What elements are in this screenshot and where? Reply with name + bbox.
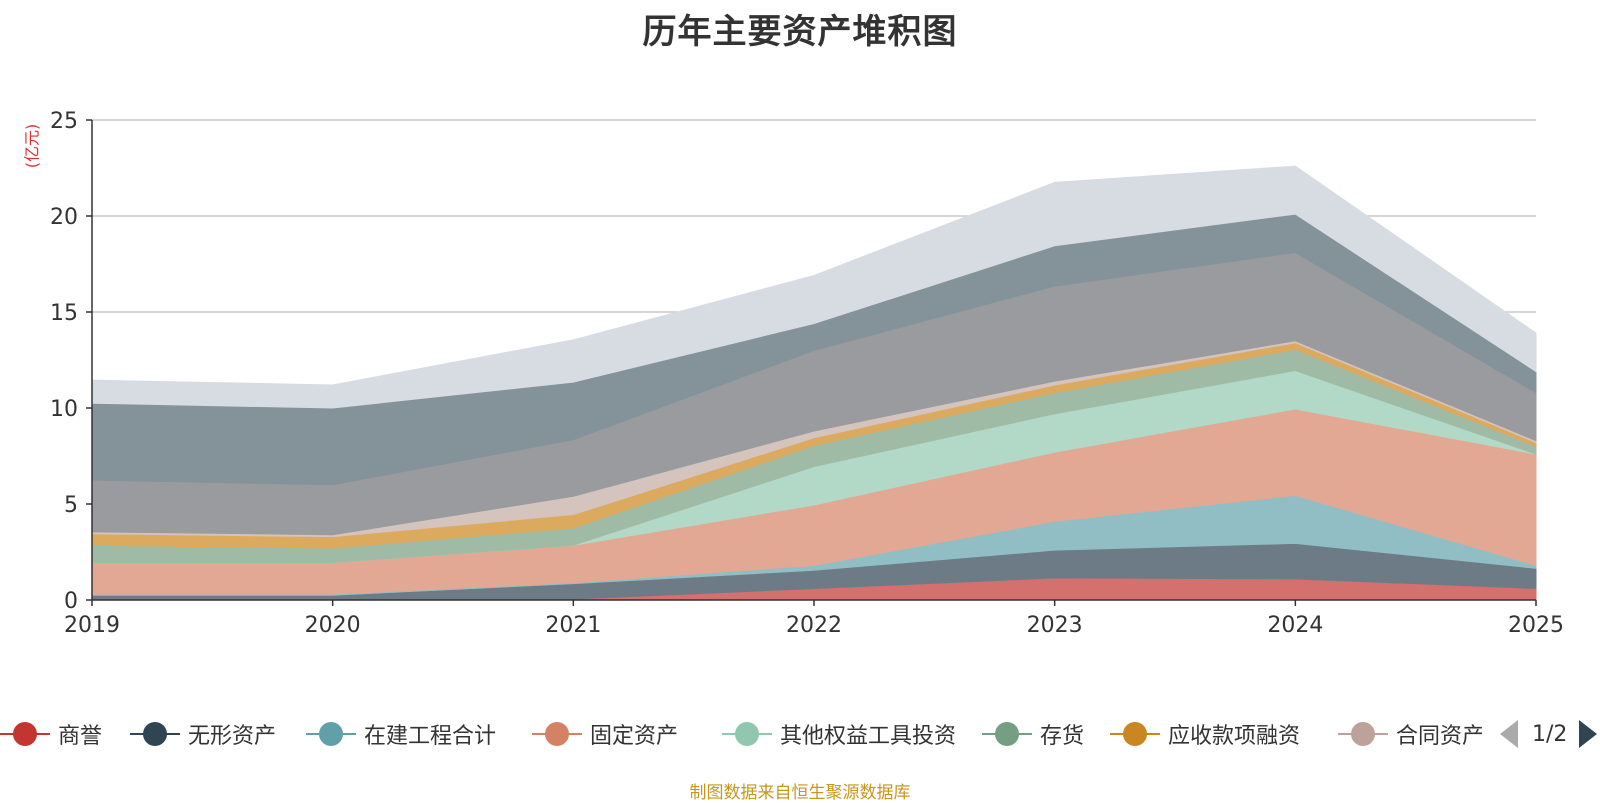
x-tick-label: 2021 (545, 613, 601, 638)
legend-marker-icon (306, 719, 356, 749)
legend-item[interactable]: 其他权益工具投资 (722, 716, 956, 752)
x-tick-label: 2019 (64, 613, 120, 638)
legend-label: 固定资产 (590, 724, 679, 749)
legend-item[interactable]: 应收款项融资 (1110, 716, 1300, 752)
legend-item[interactable]: 固定资产 (532, 716, 678, 752)
legend: 商誉 无形资产 在建工程合计 固定资产 其他权益工具投资 存货 应收款项融资 合同资产 1/2 (0, 716, 1600, 752)
legend-marker-icon (130, 719, 180, 749)
legend-label: 合同资产 (1396, 724, 1482, 749)
legend-label: 存货 (1040, 724, 1085, 749)
legend-label: 无形资产 (188, 724, 277, 749)
data-source-note: 制图数据来自恒生聚源数据库 (689, 783, 911, 803)
legend-item[interactable]: 无形资产 (130, 716, 276, 752)
x-tick-label: 2024 (1267, 613, 1323, 638)
area-应收账款 (91, 165, 1537, 409)
legend-items: 商誉 无形资产 在建工程合计 固定资产 其他权益工具投资 存货 应收款项融资 合同资产 (0, 716, 1482, 752)
legend-item[interactable]: 存货 (982, 716, 1084, 752)
legend-pager: 1/2 (1500, 716, 1598, 752)
y-tick-label: 0 (64, 589, 78, 614)
legend-prev-icon[interactable] (1500, 720, 1518, 748)
legend-page-indicator: 1/2 (1532, 721, 1568, 747)
legend-marker-icon (1110, 719, 1160, 749)
y-tick-label: 25 (50, 109, 78, 134)
legend-item[interactable]: 合同资产 (1338, 716, 1482, 752)
y-tick-label: 5 (64, 493, 78, 518)
legend-marker-icon (1338, 719, 1388, 749)
legend-item[interactable]: 商誉 (0, 716, 102, 752)
legend-marker-icon (532, 719, 582, 749)
legend-label: 应收款项融资 (1168, 724, 1301, 749)
legend-item[interactable]: 在建工程合计 (306, 716, 496, 752)
x-tick-label: 2023 (1027, 613, 1083, 638)
legend-label: 其他权益工具投资 (780, 724, 957, 749)
y-tick-label: 15 (50, 301, 78, 326)
legend-label: 商誉 (58, 724, 103, 749)
y-tick-label: 20 (50, 205, 78, 230)
legend-marker-icon (722, 719, 772, 749)
legend-marker-icon (0, 719, 50, 749)
x-tick-label: 2020 (305, 613, 361, 638)
x-tick-label: 2025 (1508, 613, 1564, 638)
area-series (91, 165, 1537, 601)
legend-next-icon[interactable] (1579, 720, 1598, 748)
legend-marker-icon (982, 719, 1032, 749)
x-tick-label: 2022 (786, 613, 842, 638)
y-tick-label: 10 (50, 397, 78, 422)
legend-label: 在建工程合计 (364, 724, 497, 749)
chart-title: 历年主要资产堆积图 (642, 12, 958, 52)
